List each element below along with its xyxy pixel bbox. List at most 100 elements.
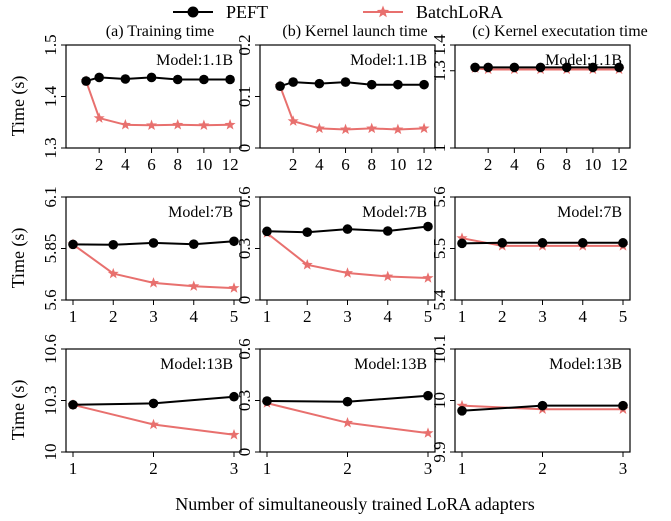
point-batchlora: [228, 429, 240, 440]
y-tick-label: 9.9: [430, 441, 449, 462]
point-batchlora: [382, 270, 394, 282]
y-tick-label: 5.6: [41, 289, 60, 310]
x-tick-label: 2: [484, 155, 493, 174]
point-peft: [588, 62, 598, 73]
y-tick-label: 1.4: [430, 34, 449, 56]
point-peft: [148, 398, 159, 409]
y-tick-label: 1.3: [41, 137, 60, 158]
model-annotation: Model:7B: [168, 204, 233, 221]
x-tick-label: 4: [121, 155, 130, 174]
point-peft: [188, 239, 199, 249]
point-peft: [509, 62, 520, 73]
point-peft: [382, 226, 393, 236]
legend: PEFT BatchLoRA: [173, 2, 503, 22]
x-tick-label: 2: [109, 307, 118, 326]
x-tick-label: 2: [538, 459, 547, 478]
y-tick-label: 5.6: [430, 186, 449, 207]
point-peft: [618, 238, 628, 248]
point-peft: [262, 396, 272, 406]
point-peft: [314, 78, 325, 89]
point-batchlora: [456, 399, 468, 411]
model-annotation: Model:7B: [557, 204, 622, 221]
x-tick-label: 6: [341, 155, 350, 174]
legend-star-marker: [376, 5, 390, 18]
point-peft: [146, 72, 157, 83]
panel-r1-c2: 0 0.1 0.2 2 4 6 8 10 12 Model:1.1B: [235, 34, 436, 174]
x-tick-label: 1: [69, 459, 78, 478]
legend-batchlora-marker: [376, 5, 390, 18]
y-tick-label: 10: [41, 444, 60, 461]
x-tick-label: 3: [538, 307, 547, 326]
point-batchlora: [456, 232, 468, 243]
point-peft: [94, 72, 104, 83]
y-tick-label: 5.4: [430, 289, 449, 311]
column-title-c: (c) Kernel executation time: [472, 23, 647, 40]
point-batchlora: [392, 123, 404, 135]
point-batchlora: [313, 122, 325, 134]
point-peft: [561, 62, 572, 73]
x-tick-label: 1: [458, 459, 467, 478]
point-batchlora: [301, 259, 313, 270]
x-tick-label: 1: [458, 307, 467, 326]
legend-peft-marker: [187, 6, 199, 18]
point-batchlora: [228, 282, 240, 293]
x-tick-label: 2: [303, 307, 312, 326]
point-peft: [68, 399, 78, 410]
x-tick-label: 3: [424, 459, 433, 478]
x-tick-label: 1: [69, 307, 78, 326]
panel-r1-c1: 1.3 1.4 1.5 2 4 6 8 10 12 Model:1.1B: [41, 34, 242, 174]
column-title-a: (a) Training time: [106, 23, 214, 40]
panel-r3-c2: 0 0.3 0.6 1 2 3 Model:13B: [235, 338, 436, 478]
y-tick-label: 1.4: [41, 85, 60, 107]
point-batchlora: [147, 418, 160, 430]
x-tick-label: 3: [149, 307, 158, 326]
point-batchlora: [422, 427, 434, 438]
point-peft: [288, 77, 298, 87]
x-tick-label: 4: [190, 307, 199, 326]
point-batchlora: [422, 272, 434, 283]
x-tick-label: 5: [230, 307, 239, 326]
y-tick-label: 10: [430, 392, 449, 409]
model-annotation: Model:13B: [354, 356, 427, 373]
x-tick-label: 3: [230, 459, 239, 478]
point-batchlora: [340, 123, 352, 135]
point-peft: [340, 77, 351, 87]
x-tick-label: 2: [289, 155, 298, 174]
x-tick-label: 3: [619, 459, 628, 478]
legend-batchlora-label: BatchLoRA: [416, 2, 503, 22]
x-tick-label: 10: [195, 155, 212, 174]
panel-r2-c1: 5.6 5.85 6.1 1 2 3 4 5 Model:7B: [41, 186, 242, 326]
point-peft: [199, 74, 209, 85]
x-tick-label: 4: [315, 155, 324, 174]
x-tick-label: 2: [95, 155, 104, 174]
x-tick-label: 2: [343, 459, 352, 478]
column-title-b: (b) Kernel launch time: [282, 23, 427, 40]
point-batchlora: [366, 122, 378, 134]
point-batchlora: [93, 112, 105, 123]
point-peft: [342, 224, 353, 234]
y-tick-label: 0.6: [235, 338, 254, 359]
y-tick-label: 0.2: [235, 34, 254, 55]
x-tick-label: 4: [384, 307, 393, 326]
y-tick-label: 5.85: [41, 234, 60, 264]
y-tick-label: 0: [235, 144, 254, 153]
point-batchlora: [188, 280, 200, 291]
x-tick-label: 12: [222, 155, 239, 174]
point-peft: [68, 239, 78, 250]
y-tick-label: 0.6: [235, 186, 254, 207]
point-peft: [618, 400, 628, 411]
y-tick-label: 1.3: [430, 60, 449, 81]
point-batchlora: [146, 119, 158, 131]
y-tick-label: 10.3: [41, 386, 60, 416]
x-tick-label: 8: [367, 155, 376, 174]
point-batchlora: [119, 119, 131, 130]
point-peft: [470, 62, 480, 73]
x-tick-label: 1: [263, 307, 272, 326]
x-tick-label: 8: [173, 155, 182, 174]
point-peft: [81, 76, 91, 86]
y-tick-label: 10.6: [41, 334, 60, 364]
point-peft: [614, 62, 624, 73]
